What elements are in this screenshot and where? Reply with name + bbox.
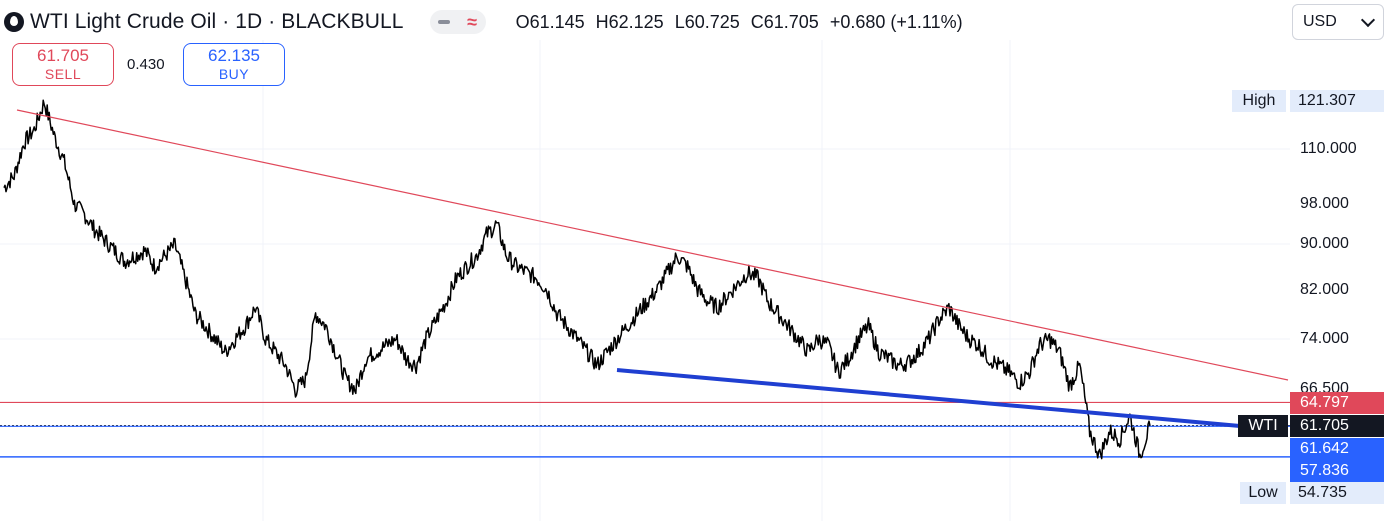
blue-support-trendline[interactable] (616, 368, 1241, 428)
spread-value: 0.430 (127, 56, 165, 73)
low-tag: Low (1240, 482, 1286, 504)
symbol-title[interactable]: WTI Light Crude Oil · 1D · BLACKBULL (30, 10, 404, 33)
symbol-tag: WTI (1238, 415, 1288, 437)
close-value: C61.705 (750, 11, 819, 32)
low-value: L60.725 (674, 11, 740, 32)
approx-wave-icon[interactable]: ≈ (467, 12, 478, 32)
open-value: O61.145 (515, 11, 585, 32)
axis-tick-label: 110.000 (1300, 140, 1357, 157)
blue-line-price-tag-1: 61.642 (1290, 438, 1384, 460)
buy-label: BUY (218, 65, 250, 82)
high-tag: High (1232, 90, 1286, 112)
axis-tick-label: 90.000 (1300, 235, 1349, 252)
sell-label: SELL (44, 65, 82, 82)
legend-toggle-pill[interactable]: ≈ (429, 10, 486, 34)
chart-grid (0, 40, 1290, 521)
currency-select[interactable]: USD (1292, 4, 1384, 40)
sell-price: 61.705 (37, 45, 89, 65)
axis-tick-label: 74.000 (1300, 330, 1349, 347)
price-series-line (3, 99, 1151, 460)
buy-button[interactable]: 62.135 BUY (183, 43, 285, 86)
chevron-down-icon (1360, 12, 1376, 27)
blue-line-price-tag-2: 57.836 (1290, 460, 1384, 482)
hide-icon[interactable] (438, 20, 451, 24)
sell-button[interactable]: 61.705 SELL (12, 43, 114, 86)
change-value: +0.680 (+1.11%) (829, 11, 963, 32)
price-level-lines (0, 401, 1290, 458)
current-price-tag: 61.705 (1290, 415, 1384, 437)
symbol-legend: WTI Light Crude Oil · 1D · BLACKBULL ≈ O… (0, 7, 963, 37)
low-value-tag: 54.735 (1290, 482, 1384, 504)
high-value: H62.125 (595, 11, 664, 32)
buy-price: 62.135 (208, 45, 260, 65)
red-descending-trendline[interactable] (16, 109, 1289, 381)
axis-tick-label: 98.000 (1300, 195, 1349, 212)
high-value-tag: 121.307 (1290, 90, 1384, 112)
ohlc-values: O61.145 H62.125 L60.725 C61.705 +0.680 (… (516, 12, 963, 33)
currency-label: USD (1303, 13, 1337, 30)
axis-tick-label: 82.000 (1300, 281, 1349, 298)
oil-drop-icon (4, 12, 24, 32)
red-line-price-tag: 64.797 (1290, 392, 1384, 414)
